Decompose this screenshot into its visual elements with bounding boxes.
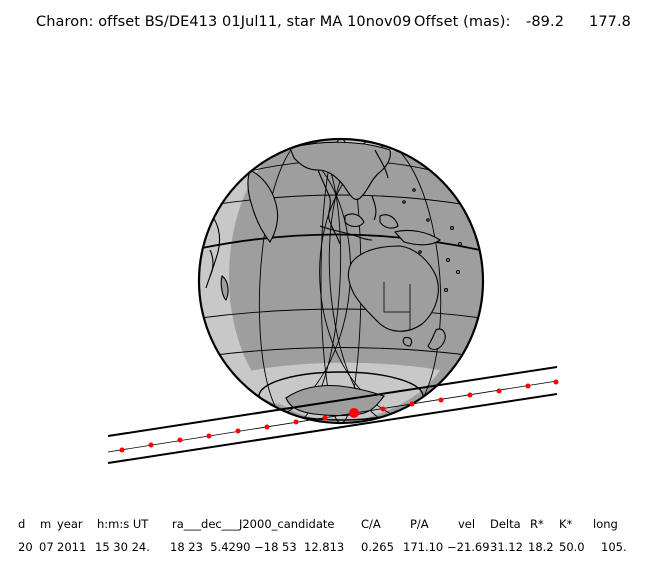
value-delta: 31.12 [490,540,523,554]
value-month: 07 [39,540,54,554]
shadow-limit-north [107,366,558,437]
header-rstar: R* [530,517,544,531]
parallel-lines [199,160,483,356]
track-dot [496,388,502,394]
header-time: h:m:s UT [97,517,149,531]
track-dot [438,397,444,403]
map-title: Charon: offset BS/DE413 01Jul11, star MA… [36,14,631,94]
header-delta: Delta [490,517,521,531]
track-dot [467,392,473,398]
track-dots [119,379,559,453]
globe-outline [197,137,485,425]
value-day: 20 [18,540,33,554]
header-ca: C/A [361,517,381,531]
value-kstar: 50.0 [559,540,585,554]
track-dot-closest-approach [349,408,359,418]
title-text: Charon: offset BS/DE413 01Jul11, star MA… [36,14,412,30]
offset-x-value: -89.2 [526,14,565,30]
track-dot [293,419,299,425]
value-ca: 0.265 [361,540,394,554]
coastlines [205,141,463,417]
track-dot [380,406,386,412]
track-dot [235,428,241,434]
track-dot [177,437,183,443]
value-pa: 171.10 [403,540,444,554]
header-pa: P/A [410,517,429,531]
header-radec: ra___dec___J2000_candidate [172,517,335,531]
offset-y-value: 177.8 [589,14,632,30]
header-vel: vel [458,517,476,531]
value-long: 105. [601,540,627,554]
value-radec: 18 23 5.4290 −18 53 12.813 [170,540,345,554]
value-vel: −21.69 [447,540,490,554]
track-dot [206,433,212,439]
header-month: m [40,517,52,531]
track-dot [148,442,154,448]
track-dot [409,401,415,407]
value-year: 2011 [57,540,87,554]
header-kstar: K* [559,517,573,531]
tropic-line [201,233,481,251]
track-dot [264,424,270,430]
shadow-centerline [107,380,558,453]
header-day: d [18,517,26,531]
header-long: long [593,517,618,531]
header-year: year [57,517,83,531]
track-dot [525,383,531,389]
shadow-limit-south [107,393,558,464]
track-dot [553,379,559,385]
offset-label: Offset (mas): [414,14,511,30]
value-rstar: 18.2 [528,540,554,554]
track-dot [322,415,328,421]
value-time: 15 30 24. [95,540,150,554]
track-dot [119,447,125,453]
